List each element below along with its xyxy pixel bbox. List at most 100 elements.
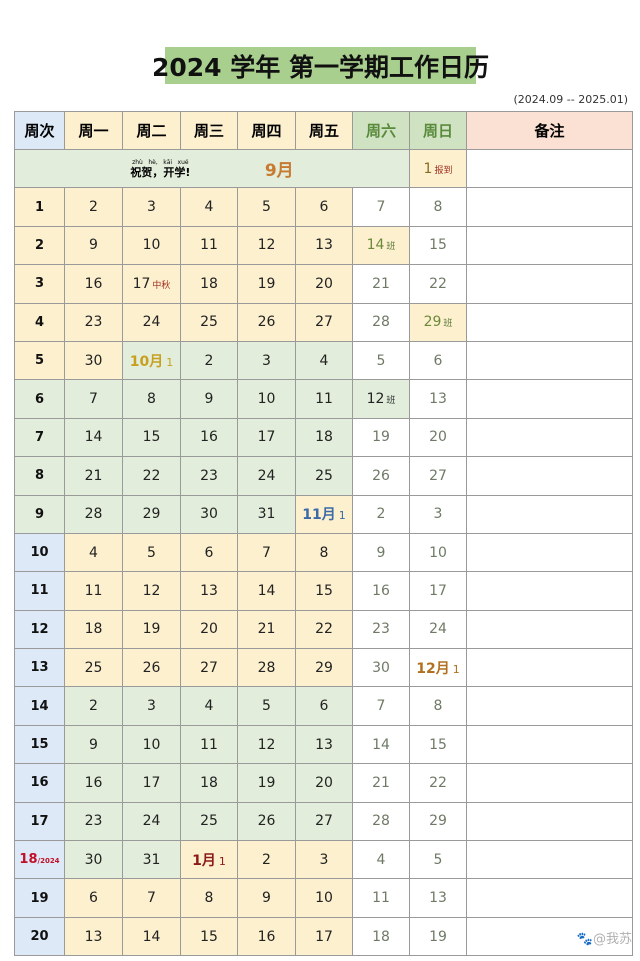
header-wed: 周三 — [180, 111, 238, 150]
day-cell: 29 — [295, 648, 353, 688]
day-cell: 2 — [352, 494, 410, 534]
day-cell: 20 — [409, 417, 467, 458]
day-cell: 22 — [409, 763, 467, 803]
day-cell: 22 — [122, 456, 181, 496]
notes-cell[interactable] — [466, 916, 633, 957]
day-cell: 20 — [295, 264, 353, 304]
page-title: 2024 学年 第一学期工作日历 — [152, 47, 489, 84]
header-notes: 备注 — [466, 111, 633, 150]
week-number: 20 — [14, 916, 65, 957]
notes-cell[interactable] — [466, 340, 633, 381]
day-cell: 17 中秋 — [122, 264, 181, 304]
notes-cell[interactable] — [466, 187, 633, 227]
day-cell: 25 — [295, 456, 353, 496]
day-cell: 2 — [64, 686, 123, 726]
day-cell: 5 — [237, 187, 296, 227]
header-week: 周次 — [14, 111, 65, 150]
day-cell: 27 — [180, 648, 238, 688]
day-cell: 3 — [409, 494, 467, 534]
day-cell: 10 — [122, 225, 181, 266]
day-cell: 14 班 — [352, 225, 410, 266]
day-cell: 1 报到 — [409, 148, 467, 189]
notes-cell[interactable] — [466, 417, 633, 458]
notes-cell — [466, 148, 633, 189]
notes-cell[interactable] — [466, 648, 633, 688]
day-cell: 12 — [237, 225, 296, 266]
day-cell: 2 — [237, 840, 296, 880]
notes-cell[interactable] — [466, 225, 633, 266]
week-row: 16 16 17 18 19 20 21 22 — [14, 763, 633, 803]
week-number: 13 — [14, 648, 65, 688]
week-number: 18/2024 — [14, 840, 65, 880]
notes-cell[interactable] — [466, 456, 633, 496]
day-cell: 8 — [409, 686, 467, 726]
notes-cell[interactable] — [466, 840, 633, 880]
week-row: 17 23 24 25 26 27 28 29 — [14, 801, 633, 842]
day-cell: 26 — [237, 801, 296, 842]
day-cell: 3 — [122, 187, 181, 227]
day-cell: 23 — [64, 302, 123, 342]
header-thu: 周四 — [237, 111, 296, 150]
day-cell: 20 — [180, 609, 238, 650]
month-label: 11月 — [302, 507, 336, 524]
banner-row: 祝贺，开学!zhù hè, kāi xué 9月 1 报到 — [14, 148, 633, 189]
day-cell: 19 — [122, 609, 181, 650]
day-cell: 10 — [409, 532, 467, 573]
week-row: 10 4 5 6 7 8 9 10 — [14, 532, 633, 573]
header-tue: 周二 — [122, 111, 181, 150]
day-cell: 21 — [352, 264, 410, 304]
notes-cell[interactable] — [466, 302, 633, 342]
day-cell: 16 — [64, 264, 123, 304]
week-row: 4 23 24 25 26 27 28 29 班 — [14, 302, 633, 342]
day-cell: 6 — [409, 340, 467, 381]
header-sun: 周日 — [409, 111, 467, 150]
day-cell: 20 — [295, 763, 353, 803]
day-cell: 11 — [64, 571, 123, 611]
header-fri: 周五 — [295, 111, 353, 150]
day-cell: 3 — [122, 686, 181, 726]
notes-cell[interactable] — [466, 686, 633, 726]
day-cell: 3 — [237, 340, 296, 381]
day-cell: 30 — [64, 840, 123, 880]
notes-cell[interactable] — [466, 494, 633, 534]
day-cell: 10 — [295, 878, 353, 918]
day-cell: 8 — [122, 379, 181, 419]
day-cell: 3 — [295, 840, 353, 880]
day-cell: 22 — [409, 264, 467, 304]
notes-cell[interactable] — [466, 379, 633, 419]
notes-cell[interactable] — [466, 878, 633, 918]
week-number: 2 — [14, 225, 65, 266]
day-cell: 21 — [64, 456, 123, 496]
day-cell: 13 — [180, 571, 238, 611]
week-row: 3 16 17 中秋 18 19 20 21 22 — [14, 264, 633, 304]
notes-cell[interactable] — [466, 724, 633, 765]
notes-cell[interactable] — [466, 532, 633, 573]
day-cell: 11月 1 — [295, 494, 353, 534]
week-number: 3 — [14, 264, 65, 304]
week-row: 14 2 3 4 5 6 7 8 — [14, 686, 633, 726]
week-number: 15 — [14, 724, 65, 765]
day-cell: 13 — [64, 916, 123, 957]
day-cell: 19 — [352, 417, 410, 458]
day-cell: 2 — [180, 340, 238, 381]
notes-cell[interactable] — [466, 763, 633, 803]
day-cell: 31 — [237, 494, 296, 534]
week-row: 18/2024 30 31 1月 1 2 3 4 5 — [14, 840, 633, 880]
notes-cell[interactable] — [466, 801, 633, 842]
day-cell: 27 — [295, 801, 353, 842]
day-cell: 5 — [122, 532, 181, 573]
calendar-table: 周次 周一 周二 周三 周四 周五 周六 周日 备注 祝贺，开学!zhù hè,… — [14, 111, 633, 957]
day-cell: 4 — [295, 340, 353, 381]
day-cell: 11 — [295, 379, 353, 419]
day-cell: 11 — [180, 724, 238, 765]
notes-cell[interactable] — [466, 609, 633, 650]
notes-cell[interactable] — [466, 571, 633, 611]
day-cell: 5 — [352, 340, 410, 381]
week-number: 16 — [14, 763, 65, 803]
notes-cell[interactable] — [466, 264, 633, 304]
week-number: 4 — [14, 302, 65, 342]
day-cell: 12 — [122, 571, 181, 611]
day-cell: 6 — [64, 878, 123, 918]
day-cell: 28 — [64, 494, 123, 534]
day-cell: 28 — [352, 801, 410, 842]
